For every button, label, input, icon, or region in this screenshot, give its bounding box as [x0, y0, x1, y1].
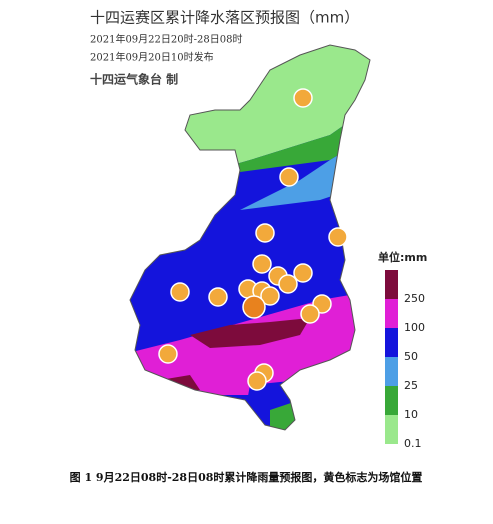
- legend-label: 10: [404, 408, 418, 421]
- venue-marker: [158, 344, 178, 364]
- venue-marker: [293, 88, 313, 108]
- subtitle: 2021年09月22日20时-28日08时: [90, 33, 242, 46]
- legend-swatch: [385, 299, 398, 328]
- legend-label: 25: [404, 379, 418, 392]
- venue-marker: [300, 304, 320, 324]
- legend-swatch: [385, 386, 398, 415]
- venue-markers: [158, 88, 348, 391]
- legend-swatch: [385, 415, 398, 444]
- province-border: [129, 44, 371, 431]
- legend-label: 50: [404, 350, 418, 363]
- legend-unit: 单位:mm: [378, 250, 427, 264]
- legend-label: 250: [404, 292, 425, 305]
- venue-marker: [293, 263, 313, 283]
- venue-marker: [242, 295, 266, 319]
- legend: 250 100 50 25 10 0.1: [385, 270, 425, 450]
- subtitle: 2021年09月20日10时发布: [90, 51, 214, 64]
- venue-marker: [255, 223, 275, 243]
- legend-swatch: [385, 328, 398, 357]
- caption: 图 1 9月22日08时-28日08时累计降雨量预报图，黄色标志为场馆位置: [70, 470, 423, 484]
- legend-swatch: [385, 357, 398, 386]
- issuer: 十四运气象台 制: [90, 72, 178, 87]
- legend-label: 100: [404, 321, 425, 334]
- legend-swatch: [385, 270, 398, 299]
- venue-marker: [247, 371, 267, 391]
- legend-label: 0.1: [404, 437, 422, 450]
- venue-marker: [278, 274, 298, 294]
- title: 十四运赛区累计降水落区预报图（mm）: [90, 9, 359, 27]
- venue-marker: [170, 282, 190, 302]
- venue-marker: [252, 254, 272, 274]
- venue-marker: [279, 167, 299, 187]
- venue-marker: [328, 227, 348, 247]
- zone: [190, 318, 310, 348]
- venue-marker: [260, 286, 280, 306]
- venue-marker: [208, 287, 228, 307]
